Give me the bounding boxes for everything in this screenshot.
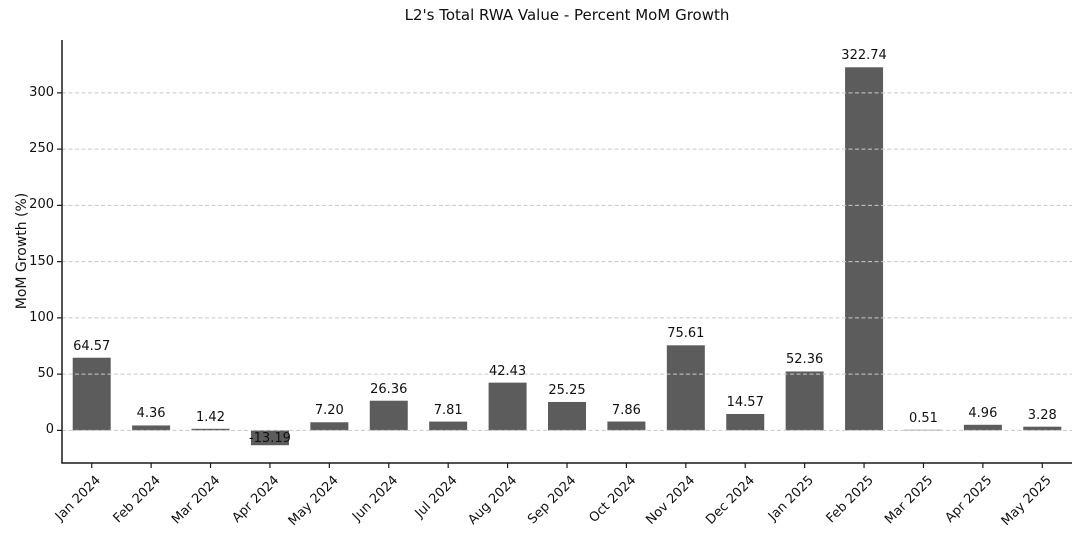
bar [310,422,349,431]
bar [250,430,289,446]
bar [607,421,646,431]
bar [548,401,586,431]
bar [488,382,527,431]
bar [132,425,171,431]
bar [726,413,765,431]
bar-value-label: 14.57 [726,394,764,410]
bar-value-label: 26.36 [370,381,408,397]
y-tick-label: 0 [45,422,54,438]
bar-value-label: 0.51 [908,410,938,426]
bar-value-label: -13.19 [248,431,291,447]
bar-value-label: 4.36 [136,406,166,422]
y-tick-label: 50 [37,366,54,382]
bar-value-label: 64.57 [73,338,111,354]
bar-value-label: 7.81 [433,402,463,418]
y-tick-label: 100 [29,309,54,325]
bar [72,357,111,431]
bar-value-label: 25.25 [548,382,586,398]
bar-value-label: 3.28 [1027,407,1057,423]
bar-value-label: 4.96 [968,405,998,421]
bar-value-label: 1.42 [196,409,225,425]
bar [785,371,824,431]
bar [1023,426,1062,431]
bar-value-label: 7.86 [611,402,641,418]
bar [369,400,408,431]
bar [666,345,705,431]
bar-value-label: 42.43 [488,363,527,379]
bar [191,428,230,431]
bar [963,424,1002,431]
bar-value-label: 322.74 [841,48,887,64]
chart-title: L2's Total RWA Value - Percent MoM Growt… [404,6,730,24]
bar-value-label: 7.20 [314,403,344,419]
y-tick-label: 150 [29,253,54,269]
y-tick-label: 250 [29,141,54,157]
y-tick-label: 200 [29,197,54,213]
bar [429,421,468,431]
y-tick-label: 300 [29,84,54,100]
bar-value-label: 52.36 [786,352,824,368]
bar-value-label: 75.61 [667,326,705,342]
bar [845,67,884,431]
